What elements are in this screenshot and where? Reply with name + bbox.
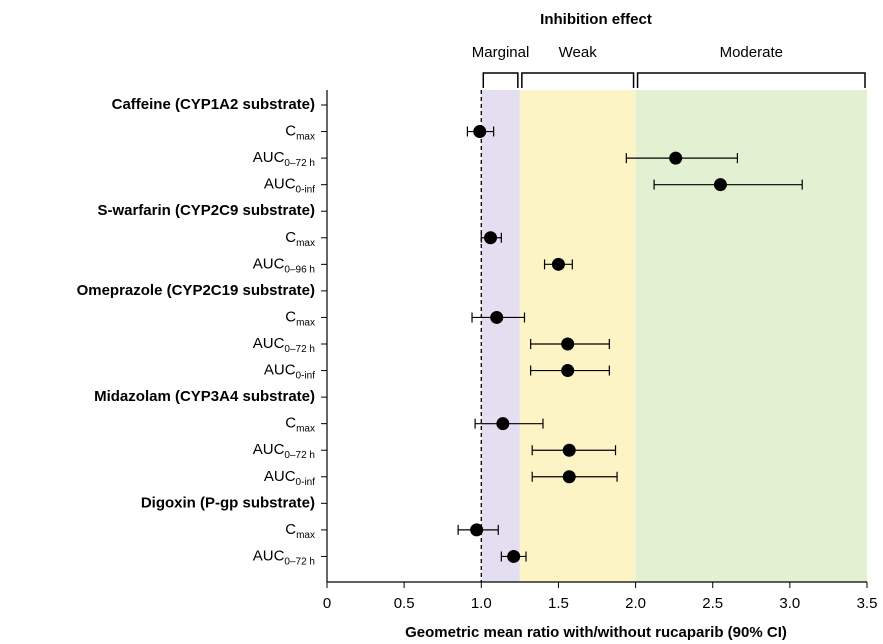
row-label: Midazolam (CYP3A4 substrate) [94,388,315,405]
row-label: AUC0–96 h [253,255,315,275]
point [490,310,504,324]
row-label-main: Caffeine (CYP1A2 substrate) [112,96,315,113]
region-label: Marginal [472,44,530,61]
row-label-main: AUC [264,362,296,379]
point [561,364,575,378]
row-label-main: C [285,308,296,325]
row-label: Cmax [285,521,315,541]
region [519,90,636,582]
row-label-sub: 0-inf [296,184,316,195]
row-label-main: AUC [253,441,285,458]
row-label-sub: max [296,530,315,541]
row-label-main: AUC [253,255,285,272]
point [669,151,683,165]
row-label-main: AUC [253,547,285,564]
row-label-main: C [285,415,296,432]
region [635,90,867,582]
point [484,231,498,245]
row-label: Digoxin (P-gp substrate) [141,494,315,511]
row-label-main: AUC [253,149,285,166]
row-label-main: Midazolam (CYP3A4 substrate) [94,388,315,405]
point [551,257,565,271]
row-label: Cmax [285,229,315,249]
row-label-sub: max [296,237,315,248]
row-label-sub: 0–72 h [284,344,315,355]
region-bracket [521,72,635,88]
region [481,90,520,582]
row-label-main: AUC [264,468,296,485]
point [507,549,521,563]
x-axis-title: Geometric mean ratio with/without rucapa… [405,624,787,641]
row-label: Omeprazole (CYP2C19 substrate) [77,282,315,299]
row-label: AUC0-inf [264,362,315,382]
row-label: Cmax [285,308,315,328]
row-label-main: C [285,123,296,140]
region-label: Moderate [720,44,783,61]
region-bracket [636,72,866,88]
row-label-main: AUC [264,176,296,193]
row-label-main: Omeprazole (CYP2C19 substrate) [77,282,315,299]
point [562,470,576,484]
point [496,417,510,431]
row-label: AUC0–72 h [253,441,315,461]
x-tick-label: 0.5 [394,595,415,612]
point [713,178,727,192]
bands [481,90,867,582]
x-tick-label: 1.5 [548,595,569,612]
point [473,125,487,139]
point [470,523,484,537]
row-label-main: S-warfarin (CYP2C9 substrate) [97,202,315,219]
row-label: AUC0–72 h [253,547,315,567]
x-tick-label: 2.5 [702,595,723,612]
row-label-sub: 0–72 h [284,158,315,169]
point [562,443,576,457]
row-label-sub: 0–96 h [284,264,315,275]
x-tick-label: 3.0 [779,595,800,612]
row-label: AUC0–72 h [253,149,315,169]
row-label: Cmax [285,123,315,143]
row-label: Caffeine (CYP1A2 substrate) [112,96,315,113]
row-label-sub: 0-inf [296,476,316,487]
row-label: AUC0-inf [264,176,315,196]
row-label-sub: max [296,317,315,328]
row-label: Cmax [285,415,315,435]
error-bar [653,179,803,190]
row-label-sub: 0–72 h [284,556,315,567]
point [561,337,575,351]
x-tick-label: 2.0 [625,595,646,612]
row-label-main: C [285,521,296,538]
row-label-main: C [285,229,296,246]
row-label-sub: max [296,131,315,142]
region-label: Weak [559,44,598,61]
row-label-main: AUC [253,335,285,352]
region-bracket [482,72,519,88]
row-label: AUC0–72 h [253,335,315,355]
x-tick-label: 3.5 [857,595,878,612]
x-tick-label: 1.0 [471,595,492,612]
row-label-sub: max [296,423,315,434]
row-label: AUC0-inf [264,468,315,488]
x-tick-label: 0 [323,595,331,612]
chart-title: Inhibition effect [540,11,652,28]
row-label-main: Digoxin (P-gp substrate) [141,494,315,511]
row-label-sub: 0-inf [296,370,316,381]
row-label-sub: 0–72 h [284,450,315,461]
row-label: S-warfarin (CYP2C9 substrate) [97,202,315,219]
